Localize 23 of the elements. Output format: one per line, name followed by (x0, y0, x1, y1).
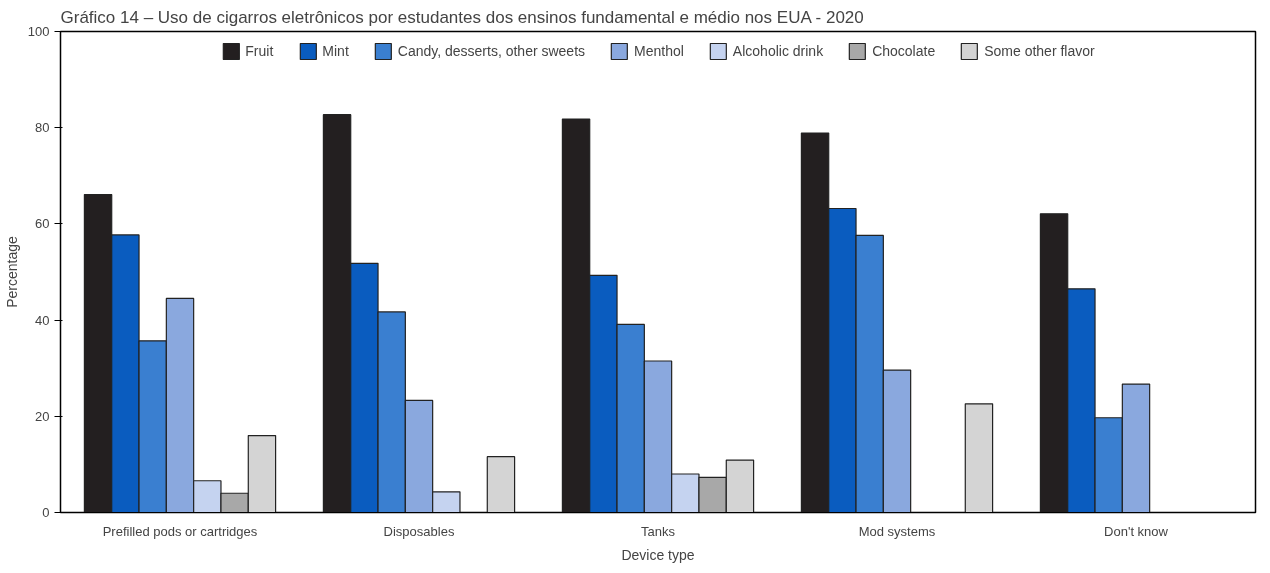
y-tick-label: 100 (27, 24, 50, 39)
x-tick-label: Mod systems (858, 523, 936, 539)
y-tick-label: 0 (42, 505, 50, 520)
legend-label: Menthol (634, 43, 684, 59)
bar (964, 403, 994, 513)
legend-label: Some other flavor (984, 43, 1095, 59)
y-tick-label: 20 (35, 408, 50, 424)
bar (486, 456, 516, 513)
legend-label: Chocolate (872, 43, 936, 59)
x-tick-label: Prefilled pods or cartridges (102, 523, 258, 539)
legend-label: Fruit (245, 43, 274, 59)
y-axis-title: Percentage (3, 235, 20, 308)
y-tick-label: 80 (35, 120, 50, 136)
y-tick-label: 40 (35, 312, 50, 328)
legend-label: Alcoholic drink (732, 43, 824, 59)
x-tick-label: Tanks (641, 523, 676, 539)
chart-title: Gráfico 14 – Uso de cigarros eletrônicos por estudantes dos ensinos fundamental e médio nos EUA - 2020 (60, 7, 864, 27)
legend-label: Mint (322, 43, 349, 59)
y-tick-label: 60 (35, 216, 50, 232)
x-tick-label: Don't know (1104, 523, 1169, 539)
legend-label: Candy, desserts, other sweets (397, 43, 586, 59)
x-axis-title: Device type (621, 546, 695, 563)
x-tick-label: Disposables (383, 523, 455, 539)
